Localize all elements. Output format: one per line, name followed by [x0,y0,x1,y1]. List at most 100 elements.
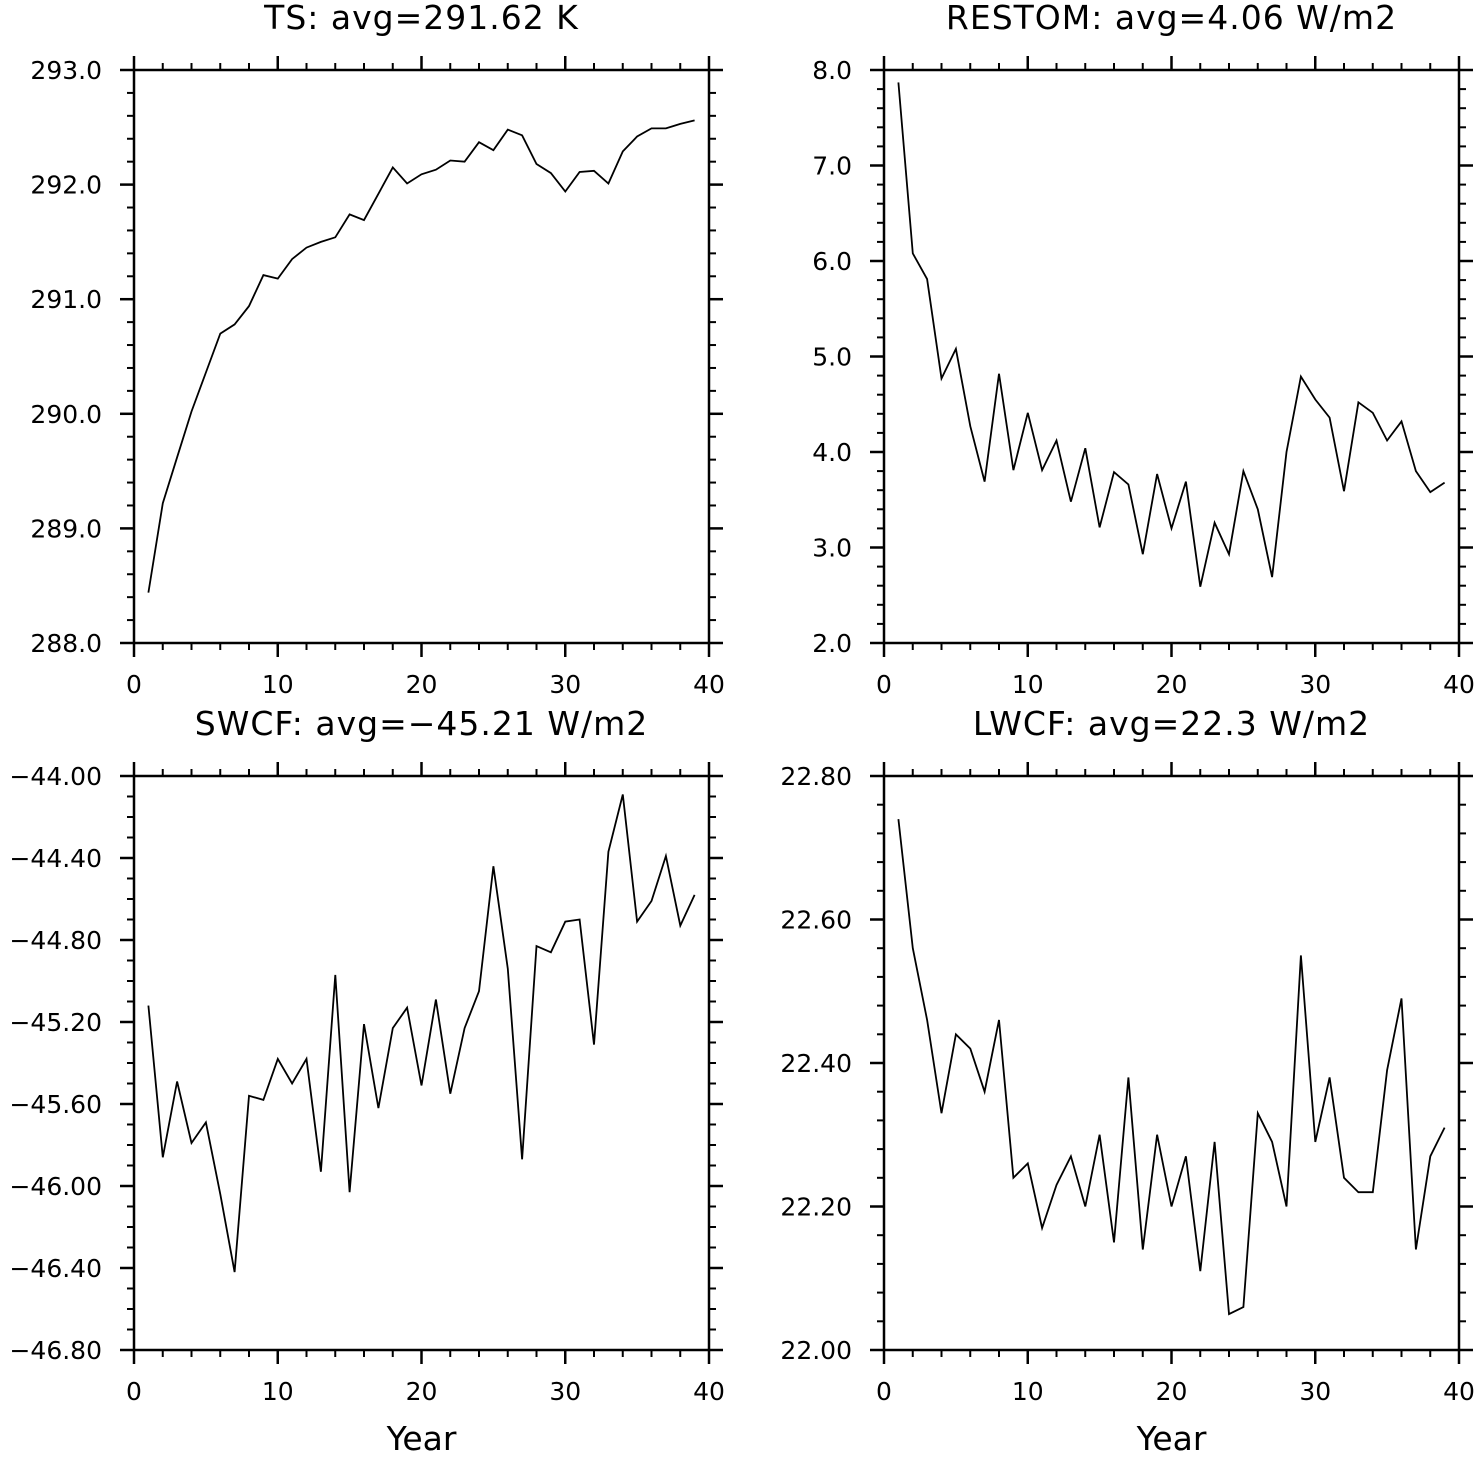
chart-title-swcf: SWCF: avg=−45.21 W/m2 [195,704,649,743]
data-point-restom [1271,576,1273,578]
chart-title-ts: TS: avg=291.62 K [263,0,579,37]
data-point-swcf [191,1142,193,1144]
y-tick-label: 3.0 [812,534,852,563]
data-point-ts [694,119,696,121]
chart-title-restom: RESTOM: avg=4.06 W/m2 [946,0,1397,37]
data-point-swcf [579,919,581,921]
data-point-ts [377,193,379,195]
data-point-ts [406,182,408,184]
data-point-lwcf [1127,1076,1129,1078]
y-tick-label: 288.0 [30,629,102,658]
y-tick-label: 291.0 [30,285,102,314]
data-point-swcf [176,1080,178,1082]
y-tick-label: 22.40 [780,1049,852,1078]
data-point-lwcf [1113,1241,1115,1243]
data-point-restom [1214,522,1216,524]
data-point-ts [147,592,149,594]
data-point-restom [1228,553,1230,555]
data-point-lwcf [1386,1069,1388,1071]
data-point-ts [162,502,164,504]
data-point-ts [492,149,494,151]
data-point-swcf [507,968,509,970]
plot-frame-ts [132,68,711,645]
data-point-lwcf [1314,1141,1316,1143]
data-point-ts [507,129,509,131]
x-axis-title-swcf: Year [386,1419,457,1452]
data-point-restom [1056,440,1058,442]
data-point-ts [205,372,207,374]
data-point-swcf [306,1058,308,1060]
data-point-lwcf [1271,1141,1273,1143]
data-point-restom [1027,412,1029,414]
data-point-ts [363,219,365,221]
data-point-lwcf [1357,1191,1359,1193]
data-point-ts [536,163,538,165]
series-line-ts [147,119,695,593]
data-point-lwcf [1300,954,1302,956]
data-point-ts [449,160,451,162]
x-tick-label: 10 [262,670,294,699]
data-point-swcf [464,1027,466,1029]
data-point-lwcf [998,1019,1000,1021]
x-tick-label: 30 [549,670,581,699]
data-point-restom [1357,401,1359,403]
data-point-ts [651,127,653,129]
data-point-lwcf [1185,1155,1187,1157]
y-tick-label: 6.0 [812,247,852,276]
data-point-swcf [622,793,624,795]
data-point-swcf [521,1158,523,1160]
data-point-lwcf [1214,1141,1216,1143]
chart-panel-swcf: SWCF: avg=−45.21 W/m2 0 10 20 30 40 −46.80 −46.… [9,704,724,1457]
x-tick-label: 40 [693,670,725,699]
data-point-lwcf [897,818,899,820]
data-point-restom [984,481,986,483]
data-point-lwcf [1228,1313,1230,1315]
data-point-swcf [492,865,494,867]
data-point-swcf [679,925,681,927]
data-point-restom [1372,412,1374,414]
y-tick-label: 293.0 [30,56,102,85]
data-point-ts [392,166,394,168]
x-tick-label: 10 [1012,670,1044,699]
x-tick-label: 30 [549,1377,581,1406]
data-point-restom [926,278,928,280]
data-point-ts [636,135,638,137]
data-point-ts [191,411,193,413]
y-tick-label: −46.80 [9,1336,102,1365]
data-point-restom [1242,470,1244,472]
data-point-lwcf [1084,1206,1086,1208]
data-point-swcf [607,851,609,853]
data-point-lwcf [1415,1249,1417,1251]
data-point-lwcf [1257,1112,1259,1114]
data-point-swcf [277,1058,279,1060]
y-tick-label: 7.0 [812,152,852,181]
data-point-ts [579,171,581,173]
data-point-lwcf [1070,1155,1072,1157]
data-point-swcf [162,1156,164,1158]
data-point-swcf [234,1271,236,1273]
y-tick-label: 22.60 [780,906,852,935]
data-point-restom [1156,473,1158,475]
y-tick-label: 290.0 [30,400,102,429]
data-point-ts [593,170,595,172]
data-point-ts [679,123,681,125]
x-tick-label: 0 [876,1377,892,1406]
data-point-lwcf [1041,1227,1043,1229]
data-point-swcf [219,1193,221,1195]
data-point-ts [564,190,566,192]
data-point-swcf [636,921,638,923]
y-tick-label: 2.0 [812,629,852,658]
y-tick-label: 289.0 [30,514,102,543]
x-tick-label: 10 [262,1377,294,1406]
data-point-lwcf [969,1048,971,1050]
data-point-swcf [406,1007,408,1009]
data-point-swcf [421,1085,423,1087]
data-point-swcf [435,998,437,1000]
series-line-restom [897,82,1446,587]
plot-frame-lwcf [882,774,1461,1352]
data-point-ts [622,150,624,152]
data-point-lwcf [1012,1177,1014,1179]
x-tick-label: 20 [406,670,438,699]
